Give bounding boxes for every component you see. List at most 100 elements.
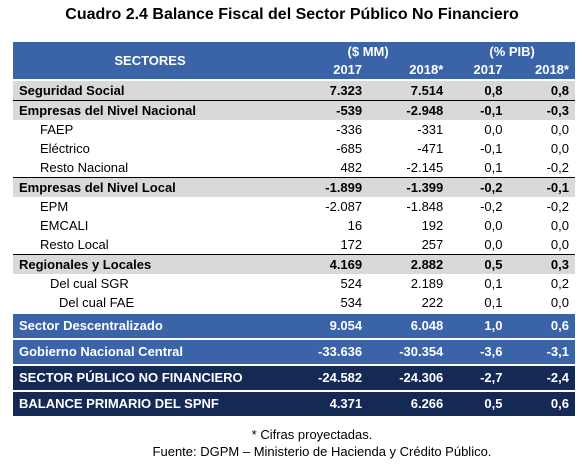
value-pib-2018: 0,0	[550, 218, 569, 233]
value-pib-2018: 0,3	[508, 254, 575, 274]
table-row: Seguridad Social 7.323 7.514 0,8 0,8	[13, 81, 575, 101]
value-pib-2017: 0,0	[484, 218, 503, 233]
value-pib-2018: 0,0	[550, 237, 569, 252]
value-pib-2017: -3,6	[449, 340, 509, 364]
value-mm-2018: -1.848	[406, 199, 444, 214]
table-row: EPM -2.087 -1.848 -0,2 -0,2	[13, 197, 575, 216]
table-row: Gobierno Nacional Central -33.636 -30.35…	[13, 340, 575, 364]
value-mm-2018: 222	[421, 295, 444, 310]
value-mm-2017: -685	[336, 141, 363, 156]
value-pib-2017: 0,1	[484, 160, 503, 175]
value-pib-2017: 0,1	[484, 295, 503, 310]
row-label: SECTOR PÚBLICO NO FINANCIERO	[13, 366, 287, 390]
value-pib-2018: -3,1	[508, 340, 575, 364]
value-pib-2017: -0,1	[480, 141, 503, 156]
table-row: Sector Descentralizado 9.054 6.048 1,0 0…	[13, 314, 575, 338]
table-title: Cuadro 2.4 Balance Fiscal del Sector Púb…	[65, 6, 519, 23]
table-row: BALANCE PRIMARIO DEL SPNF 4.371 6.266 0,…	[13, 392, 575, 416]
value-mm-2017: 9.054	[287, 314, 369, 338]
header-2018-mm: 2018*	[368, 61, 450, 79]
value-pib-2017: 0,0	[484, 237, 503, 252]
value-mm-2017: -24.582	[287, 366, 369, 390]
row-label: Resto Local	[40, 237, 109, 252]
value-mm-2018: 2.882	[368, 254, 450, 274]
value-mm-2018: -471	[417, 141, 444, 156]
row-label: Seguridad Social	[13, 81, 287, 101]
value-pib-2018: -0,3	[508, 100, 575, 120]
value-mm-2018: 6.266	[368, 392, 450, 416]
fiscal-balance-table: SECTORES ($ MM) (% PIB) 2017 2018* 2017 …	[13, 42, 575, 416]
table-row: EMCALI 16 192 0,0 0,0	[13, 216, 575, 235]
value-mm-2017: -1.899	[287, 177, 369, 197]
table-row: Resto Local 172 257 0,0 0,0	[13, 235, 575, 255]
row-label: Empresas del Nivel Nacional	[13, 100, 287, 120]
header-2017-mm: 2017	[287, 61, 369, 79]
table-row: SECTOR PÚBLICO NO FINANCIERO -24.582 -24…	[13, 366, 575, 390]
value-mm-2018: -1.399	[368, 177, 450, 197]
row-label: EPM	[40, 199, 69, 214]
table-row: Del cual FAE 534 222 0,1 0,0	[13, 293, 575, 312]
row-label: Gobierno Nacional Central	[13, 340, 287, 364]
value-mm-2017: 172	[340, 237, 363, 252]
table-row: Empresas del Nivel Local -1.899 -1.399 -…	[13, 177, 575, 197]
value-pib-2017: -0,2	[449, 177, 509, 197]
value-pib-2017: 0,5	[449, 254, 509, 274]
row-label: Eléctrico	[40, 141, 90, 156]
value-pib-2017: 0,5	[449, 392, 509, 416]
value-pib-2018: -0,2	[546, 160, 569, 175]
value-mm-2017: 4.371	[287, 392, 369, 416]
row-label: FAEP	[40, 122, 74, 137]
value-mm-2017: 482	[340, 160, 363, 175]
table-row: Empresas del Nivel Nacional -539 -2.948 …	[13, 100, 575, 120]
header-sectores: SECTORES	[13, 42, 287, 79]
value-pib-2018: -0,2	[546, 199, 569, 214]
value-mm-2017: -539	[287, 100, 369, 120]
value-mm-2017: -2.087	[325, 199, 363, 214]
value-pib-2018: 0,0	[550, 141, 569, 156]
row-label: Resto Nacional	[40, 160, 129, 175]
value-pib-2017: 0,0	[484, 122, 503, 137]
row-label: Del cual FAE	[59, 295, 135, 310]
row-label: Del cual SGR	[50, 276, 129, 291]
header-2017-pib: 2017	[449, 61, 509, 79]
value-pib-2018: 0,6	[508, 392, 575, 416]
header-2018-pib: 2018*	[508, 61, 575, 79]
value-pib-2018: -2,4	[508, 366, 575, 390]
value-mm-2018: 6.048	[368, 314, 450, 338]
value-pib-2018: 0,0	[550, 295, 569, 310]
value-pib-2018: 0,6	[508, 314, 575, 338]
row-label: Regionales y Locales	[13, 254, 287, 274]
table-row: Del cual SGR 524 2.189 0,1 0,2	[13, 274, 575, 293]
value-pib-2018: -0,1	[508, 177, 575, 197]
value-mm-2017: 7.323	[287, 81, 369, 101]
value-mm-2018: 2.189	[410, 276, 444, 291]
header-group-pib: (% PIB)	[449, 42, 575, 61]
value-pib-2017: -2,7	[449, 366, 509, 390]
table-row: Resto Nacional 482 -2.145 0,1 -0,2	[13, 158, 575, 178]
value-pib-2017: 0,1	[484, 276, 503, 291]
value-mm-2018: 7.514	[368, 81, 450, 101]
footnote: * Cifras proyectadas.	[251, 427, 373, 442]
header-group-mm: ($ MM)	[287, 42, 450, 61]
value-pib-2017: 0,8	[449, 81, 509, 101]
value-mm-2017: -336	[336, 122, 363, 137]
value-mm-2018: 257	[421, 237, 444, 252]
value-pib-2017: -0,1	[449, 100, 509, 120]
value-mm-2017: -33.636	[287, 340, 369, 364]
value-mm-2017: 4.169	[287, 254, 369, 274]
row-label: Empresas del Nivel Local	[13, 177, 287, 197]
value-mm-2017: 524	[340, 276, 363, 291]
table-row: FAEP -336 -331 0,0 0,0	[13, 120, 575, 139]
value-mm-2018: -30.354	[368, 340, 450, 364]
value-mm-2018: 192	[421, 218, 444, 233]
value-pib-2018: 0,8	[508, 81, 575, 101]
value-pib-2017: 1,0	[449, 314, 509, 338]
row-label: BALANCE PRIMARIO DEL SPNF	[13, 392, 287, 416]
value-mm-2017: 534	[340, 295, 363, 310]
table-row: Eléctrico -685 -471 -0,1 0,0	[13, 139, 575, 158]
source-note: Fuente: DGPM – Ministerio de Hacienda y …	[152, 444, 492, 459]
value-pib-2018: 0,0	[550, 122, 569, 137]
value-mm-2017: 16	[347, 218, 363, 233]
row-label: Sector Descentralizado	[13, 314, 287, 338]
row-label: EMCALI	[40, 218, 89, 233]
